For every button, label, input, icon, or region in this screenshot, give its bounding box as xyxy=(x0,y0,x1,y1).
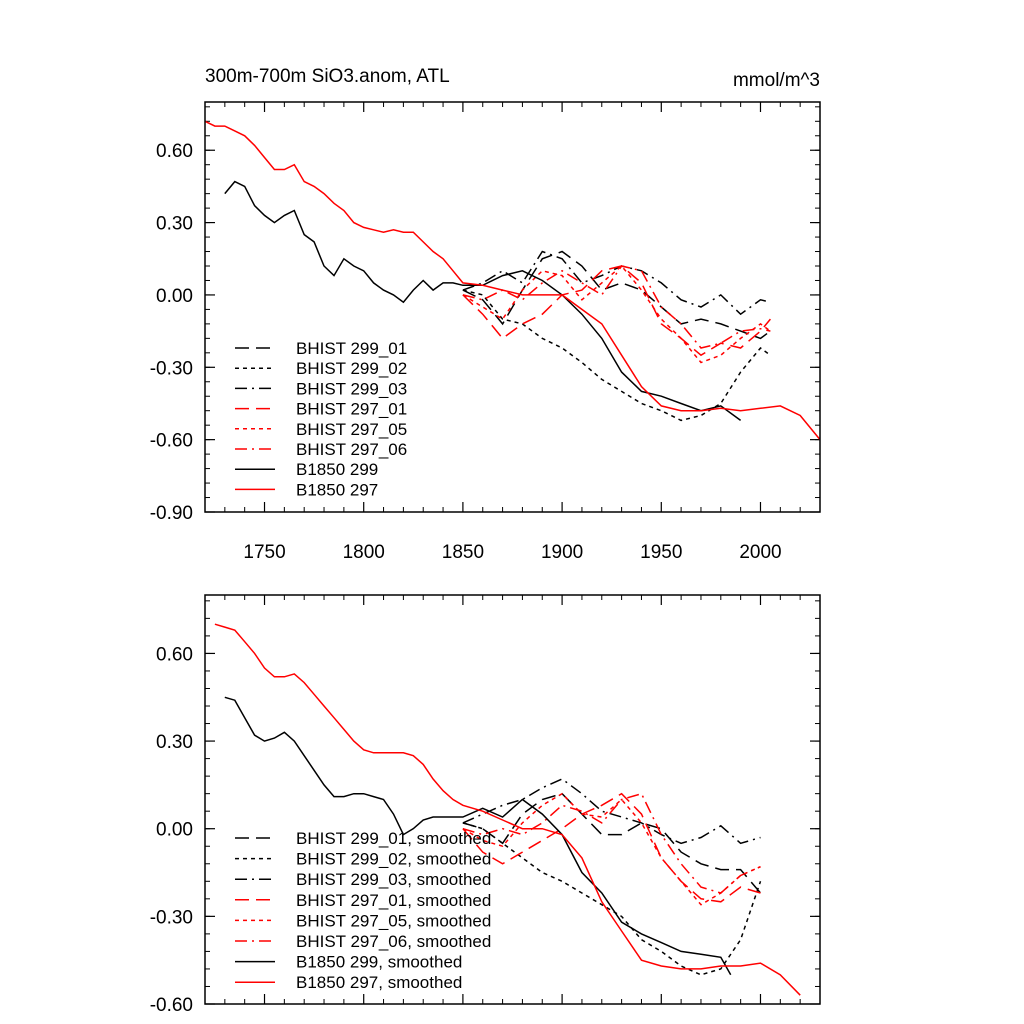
bottom-axis-ticks: 0.60 0.30 0.00 -0.30 -0.60 xyxy=(150,595,821,1016)
y-tick-label: 0.30 xyxy=(156,214,193,235)
series-line-5 xyxy=(462,265,771,349)
legend-label-7: B1850 297 xyxy=(296,480,378,499)
y-tick-label: -0.60 xyxy=(150,431,193,452)
x-tick-label: 1850 xyxy=(442,542,484,563)
legend-label-0: BHIST 299_01, smoothed xyxy=(296,829,491,848)
panel-title: 300m-700m SiO3.anom, ATL xyxy=(205,66,450,87)
legend-label-5: BHIST 297_06 xyxy=(296,440,407,459)
legend-label-2: BHIST 299_03, smoothed xyxy=(296,870,491,889)
legend-label-4: BHIST 297_05, smoothed xyxy=(296,911,491,930)
legend-label-3: BHIST 297_01, smoothed xyxy=(296,891,491,910)
y-tick-label: -0.30 xyxy=(150,358,193,379)
top-plot-frame xyxy=(204,101,821,513)
y-tick-label: 0.00 xyxy=(156,820,193,841)
legend-label-0: BHIST 299_01 xyxy=(296,339,407,358)
series-line-0 xyxy=(462,792,762,894)
series-line-5 xyxy=(462,792,761,894)
series-line-2 xyxy=(462,250,771,316)
top-panel: 300m-700m SiO3.anom, ATL mmol/m^3 0.600.… xyxy=(150,66,821,563)
bottom-panel: 0.60 0.30 0.00 -0.30 -0.60 BHIST 299_01, smo… xyxy=(150,594,821,1016)
y-tick-label: 0.60 xyxy=(156,141,193,162)
legend-label-3: BHIST 297_01 xyxy=(296,400,407,419)
top-axis-ticks: 0.60 0.30 0.00 -0.30 -0.60 -0.90 1750 1800 1850 1… xyxy=(150,102,821,563)
bottom-legend: BHIST 299_01, smoothed BHIST 299_02, smoo… xyxy=(235,829,491,992)
legend-label-7: B1850 297, smoothed xyxy=(296,973,462,992)
y-tick-label: 0.60 xyxy=(156,644,193,665)
series-line-6 xyxy=(224,696,732,976)
x-tick-label: 1750 xyxy=(243,542,285,563)
x-tick-label: 1950 xyxy=(640,542,682,563)
legend-label-6: B1850 299, smoothed xyxy=(296,953,462,972)
y-tick-label: -0.60 xyxy=(150,995,193,1016)
series-line-6 xyxy=(224,180,742,422)
series-line-2 xyxy=(462,778,761,845)
x-tick-label: 1800 xyxy=(343,542,385,563)
series-line-4 xyxy=(462,264,771,364)
x-tick-label: 2000 xyxy=(739,542,781,563)
series-line-3 xyxy=(462,792,761,903)
y-tick-label: 0.00 xyxy=(156,286,193,307)
series-line-0 xyxy=(462,250,771,340)
series-line-1 xyxy=(462,289,771,422)
y-tick-label: 0.30 xyxy=(156,732,193,753)
bottom-series-lines xyxy=(214,623,801,996)
bottom-plot-frame xyxy=(204,594,821,1005)
units-label: mmol/m^3 xyxy=(733,70,820,91)
series-line-7 xyxy=(204,120,821,441)
y-tick-label: -0.30 xyxy=(150,907,193,928)
x-tick-label: 1900 xyxy=(541,542,583,563)
series-line-4 xyxy=(462,792,761,906)
series-line-1 xyxy=(462,822,762,976)
legend-label-6: B1850 299 xyxy=(296,460,378,479)
legend-label-4: BHIST 297_05 xyxy=(296,420,407,439)
legend-label-1: BHIST 299_02, smoothed xyxy=(296,850,491,869)
legend-label-1: BHIST 299_02 xyxy=(296,359,407,378)
y-tick-label: -0.90 xyxy=(150,503,193,524)
legend-label-5: BHIST 297_06, smoothed xyxy=(296,932,491,951)
legend-label-2: BHIST 299_03 xyxy=(296,379,407,398)
series-line-7 xyxy=(214,623,801,996)
top-series-lines xyxy=(204,120,821,441)
